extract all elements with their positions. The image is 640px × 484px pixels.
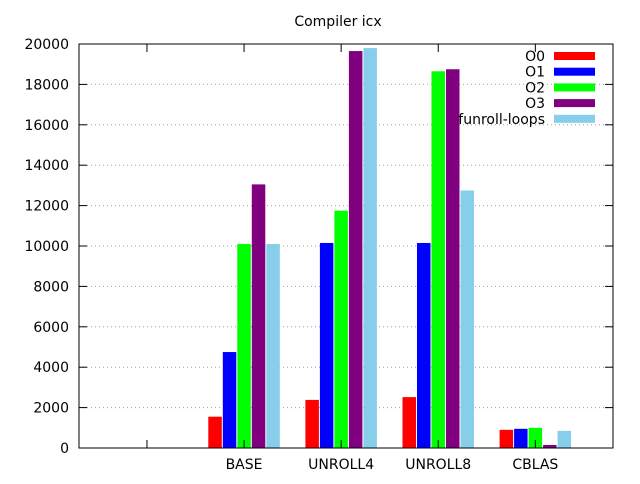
legend-swatch [554,99,595,108]
bar [363,48,377,448]
grid-lines [79,83,613,409]
y-tick-label: 6000 [33,320,69,336]
bar [431,71,445,449]
legend-label: O0 [525,49,545,65]
axes: 0 2000 4000 6000 8000 10000 12000 14000 16000 180… [24,37,613,473]
bar [543,444,557,448]
legend-label: O1 [525,65,545,81]
bar [305,399,319,448]
bar [402,397,416,448]
bar [222,352,237,448]
bars [208,48,572,449]
y-tick-label: 2000 [33,401,69,417]
legend-label: funroll-loops [458,112,545,128]
legend-label: O3 [525,96,545,112]
x-tick-label: CBLAS [512,457,558,473]
bar [251,184,266,448]
x-tick-label: BASE [226,457,263,473]
bar [528,427,543,448]
legend-label: O2 [525,80,545,96]
legend-swatch [554,114,595,123]
bar [319,242,334,448]
bar [416,242,431,448]
bar [557,430,572,448]
x-tick-label: UNROLL4 [308,457,374,473]
legend-swatch [554,67,595,76]
y-tick-label: 12000 [24,199,69,215]
y-tick-label: 8000 [33,279,69,295]
y-tick-label: 10000 [24,239,69,255]
legend-swatch [554,52,595,60]
bar [208,416,222,448]
bar [514,428,528,448]
y-tick-label: 4000 [33,360,69,376]
bar [499,429,514,448]
y-tick-label: 0 [60,441,69,457]
bar [348,51,363,448]
y-tick-label: 14000 [24,158,69,174]
y-tick-label: 18000 [24,77,69,93]
bar [334,210,348,448]
bar [237,243,251,448]
y-tick-label: 20000 [24,37,69,53]
bar [445,69,460,448]
x-tick-label: UNROLL8 [405,457,471,473]
legend-swatch [554,83,595,92]
chart-title: Compiler icx [294,14,381,30]
bar [266,243,280,448]
bar [460,190,474,448]
y-tick-label: 16000 [24,118,69,134]
